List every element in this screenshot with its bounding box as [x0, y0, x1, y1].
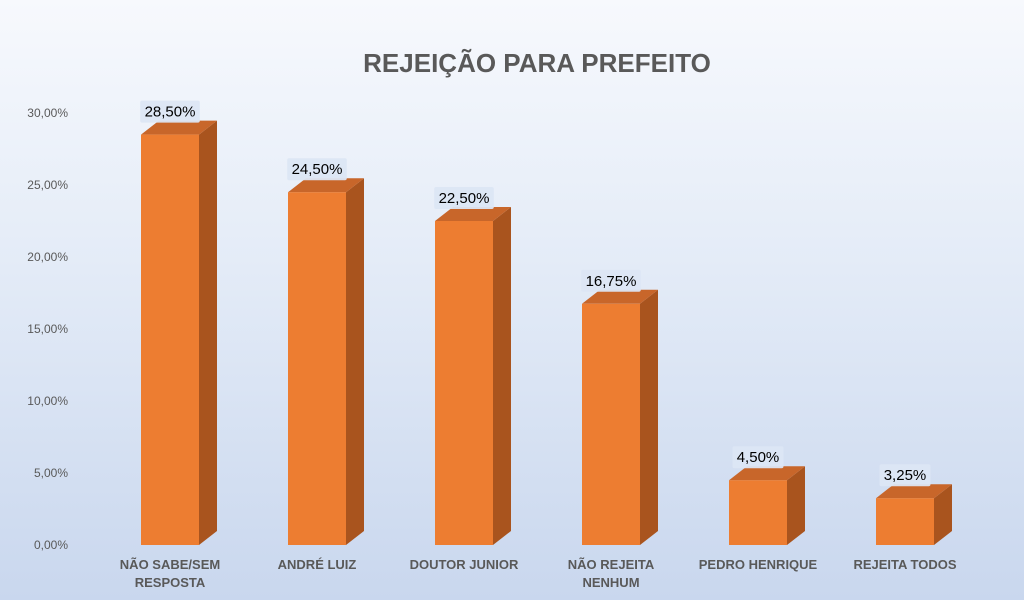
data-label: 4,50% — [737, 449, 780, 466]
bar-top — [729, 466, 805, 481]
y-tick-label: 5,00% — [34, 466, 68, 480]
bar — [288, 192, 346, 545]
bar-side — [934, 484, 952, 545]
y-tick-label: 25,00% — [27, 178, 68, 192]
data-label: 24,50% — [292, 161, 343, 178]
bar-side — [787, 466, 805, 545]
x-tick-label: REJEITA TODOS — [853, 557, 956, 572]
bar-side — [640, 289, 658, 545]
data-label-box — [287, 158, 347, 181]
bar-top — [582, 289, 658, 304]
x-tick-label: NÃO REJEITA — [568, 557, 655, 572]
bar — [435, 221, 493, 545]
bar-side — [346, 178, 364, 545]
y-tick-label: 15,00% — [27, 322, 68, 336]
data-label-box — [581, 269, 641, 292]
data-label: 16,75% — [586, 273, 637, 290]
x-tick-label: NÃO SABE/SEM — [120, 557, 220, 572]
x-tick-label: PEDRO HENRIQUE — [699, 557, 818, 572]
y-tick-label: 0,00% — [34, 538, 68, 552]
data-label-box — [434, 187, 494, 209]
bar — [729, 480, 787, 545]
x-tick-label: RESPOSTA — [135, 575, 206, 590]
data-label-box — [140, 100, 200, 123]
bar-side — [199, 120, 217, 545]
y-tick-label: 20,00% — [27, 250, 68, 264]
x-tick-label: ANDRÉ LUIZ — [278, 557, 357, 572]
data-label-box — [879, 464, 931, 487]
data-label: 22,50% — [439, 190, 490, 207]
bar — [582, 303, 640, 545]
x-tick-label: NENHUM — [582, 575, 639, 590]
data-label-box — [732, 446, 784, 469]
bar-top — [288, 178, 364, 193]
y-tick-label: 30,00% — [27, 106, 68, 120]
bar — [876, 498, 934, 545]
y-tick-label: 10,00% — [27, 394, 68, 408]
bar-side — [493, 207, 511, 545]
x-tick-label: DOUTOR JUNIOR — [410, 557, 519, 572]
data-label: 3,25% — [884, 467, 927, 484]
bar-top — [435, 207, 511, 221]
bar — [141, 134, 199, 545]
bar-top — [876, 484, 952, 499]
bar-top — [141, 120, 217, 135]
data-label: 28,50% — [145, 104, 196, 121]
chart-title: REJEIÇÃO PARA PREFEITO — [363, 48, 711, 78]
